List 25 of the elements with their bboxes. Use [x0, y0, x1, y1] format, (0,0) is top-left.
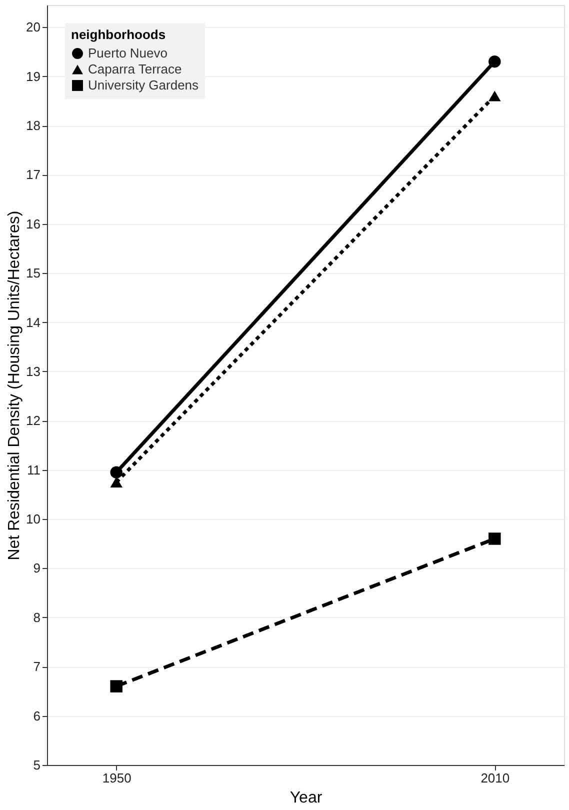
y-tick-label: 15	[26, 266, 40, 281]
y-tick-label: 8	[33, 610, 40, 625]
y-tick-label: 12	[26, 413, 40, 428]
x-axis-title: Year	[290, 790, 323, 806]
point	[488, 532, 501, 545]
y-axis-title: Net Residential Density (Housing Units/Hectares)	[6, 210, 24, 560]
y-tick-label: 14	[26, 314, 40, 330]
legend-label: Puerto Nuevo	[88, 46, 168, 60]
legend-label: University Gardens	[88, 78, 200, 92]
y-tick-label: 20	[26, 20, 40, 35]
y-tick-label: 16	[26, 216, 40, 232]
legend-label: Caparra Terrace	[88, 62, 182, 76]
y-tick-label: 19	[26, 68, 40, 84]
x-tick-label: 2010	[480, 770, 510, 786]
legend-title: neighborhoods	[71, 27, 166, 42]
y-tick-label: 11	[27, 462, 40, 478]
y-tick-label: 18	[26, 118, 40, 134]
y-tick-label: 10	[26, 512, 40, 527]
y-tick-label: 13	[26, 364, 40, 379]
y-tick-label: 7	[33, 659, 40, 674]
y-tick-label: 6	[33, 708, 40, 724]
y-tick-label: 5	[33, 758, 40, 772]
y-tick-label: 9	[33, 560, 40, 576]
x-tick-label: 1950	[102, 770, 132, 786]
y-tick-label: 17	[26, 167, 40, 182]
